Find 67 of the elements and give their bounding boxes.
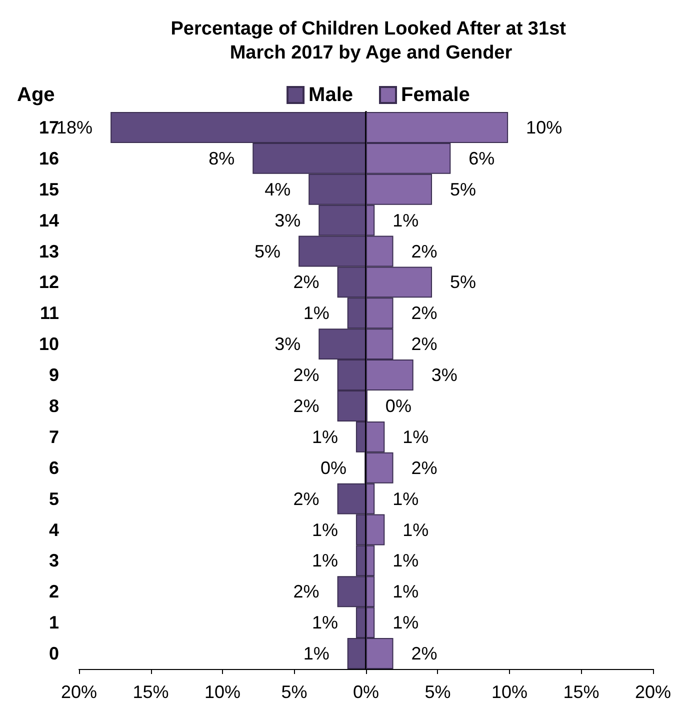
data-label: 3% <box>274 334 301 354</box>
data-label: 1% <box>303 303 330 324</box>
data-label: 2% <box>293 488 320 509</box>
data-label: 1% <box>392 550 419 571</box>
x-tick-label: 10% <box>491 682 528 702</box>
y-tick-label: 4 <box>48 520 59 540</box>
data-label: 1% <box>303 644 330 664</box>
y-tick-label: 1 <box>48 612 59 633</box>
legend-label: Male <box>308 84 354 106</box>
data-label: 2% <box>411 458 438 478</box>
y-tick-label: 2 <box>48 582 59 602</box>
y-tick-label: 13 <box>38 241 59 262</box>
data-label: 2% <box>293 365 320 386</box>
data-label: 2% <box>411 303 438 324</box>
y-tick-label: 17 <box>38 117 59 138</box>
data-label: 1% <box>312 612 338 633</box>
data-label: 2% <box>293 582 320 602</box>
legend-label: Female <box>401 84 470 106</box>
data-label: 3% <box>431 365 458 386</box>
data-label: 1% <box>392 210 419 230</box>
data-label: 2% <box>411 334 438 354</box>
y-axis-title: Age <box>17 84 55 106</box>
x-tick-label: 0% <box>352 682 380 702</box>
data-label: 0% <box>385 396 412 416</box>
x-tick-label: 15% <box>132 682 169 702</box>
data-label: 1% <box>402 426 429 447</box>
data-label: 8% <box>208 148 235 168</box>
y-tick-label: 11 <box>40 303 59 324</box>
x-tick-label: 20% <box>60 682 98 702</box>
x-tick-label: 5% <box>281 682 308 702</box>
data-label: 1% <box>312 550 338 571</box>
data-label: 4% <box>264 179 291 200</box>
y-tick-label: 12 <box>38 272 59 292</box>
data-label: 1% <box>392 582 419 602</box>
data-label: 1% <box>402 520 429 540</box>
data-label: 5% <box>450 179 476 200</box>
data-label: 18% <box>56 117 93 138</box>
x-tick-label: 20% <box>634 682 671 702</box>
y-tick-label: 9 <box>48 365 59 386</box>
y-tick-label: 8 <box>48 396 59 416</box>
data-label: 1% <box>312 520 338 540</box>
x-tick-label: 10% <box>204 682 241 702</box>
chart-title: Percentage of Children Looked After at 31st March 2017 by Age and Gender <box>170 18 572 64</box>
data-label: 6% <box>468 148 495 168</box>
y-tick-label: 15 <box>38 179 59 200</box>
data-label: 0% <box>320 458 347 478</box>
y-tick-label: 5 <box>48 488 59 509</box>
y-tick-label: 0 <box>48 644 59 664</box>
y-tick-label: 16 <box>38 148 59 168</box>
data-label: 1% <box>392 612 419 633</box>
x-tick-label: 15% <box>563 682 600 702</box>
data-label: 2% <box>411 644 438 664</box>
y-tick-label: 14 <box>38 210 59 230</box>
data-label: 10% <box>526 117 562 138</box>
data-label: 2% <box>293 396 320 416</box>
data-label: 2% <box>293 272 320 292</box>
y-tick-label: 6 <box>48 458 59 478</box>
y-tick-label: 7 <box>48 426 59 447</box>
data-label: 3% <box>274 210 301 230</box>
data-label: 1% <box>392 488 419 509</box>
x-tick-label: 5% <box>424 682 451 702</box>
data-label: 5% <box>254 241 281 262</box>
data-label: 5% <box>450 272 476 292</box>
y-tick-label: 10 <box>38 334 59 354</box>
y-tick-label: 3 <box>48 550 59 571</box>
data-label: 2% <box>411 241 438 262</box>
data-label: 1% <box>312 426 338 447</box>
